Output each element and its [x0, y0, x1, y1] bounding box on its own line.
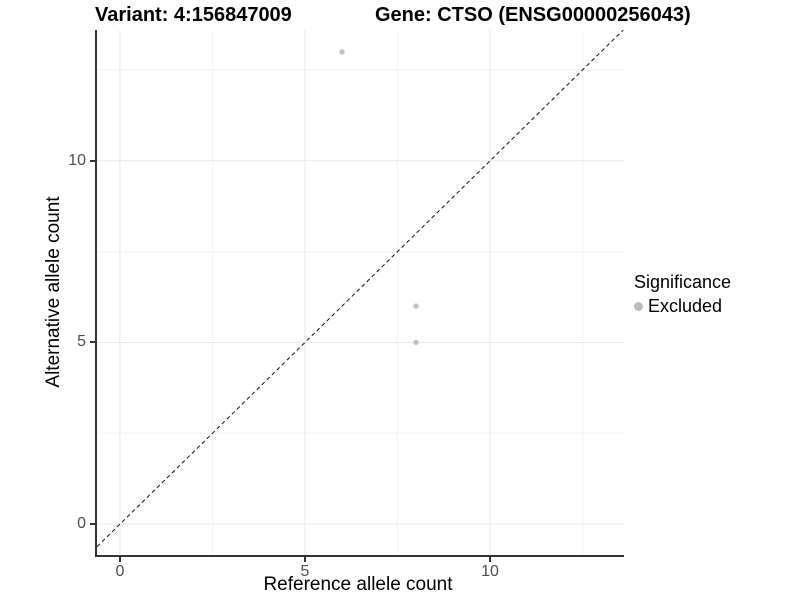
legend-title: Significance [634, 272, 732, 292]
plot-canvas [97, 30, 624, 555]
data-point [339, 49, 345, 55]
identity-dashed-line [97, 30, 624, 548]
y-tick-label: 0 [77, 515, 86, 533]
gene-title: Gene: CTSO (ENSG00000256043) [375, 4, 691, 26]
x-tick-mark [303, 557, 306, 562]
x-axis-title: Reference allele count [263, 574, 453, 595]
plot-panel [95, 30, 624, 557]
x-tick-mark [489, 557, 492, 562]
legend-item-excluded: Excluded [634, 296, 731, 317]
y-tick-mark [90, 523, 95, 526]
x-tick-label: 10 [481, 563, 499, 580]
y-tick-label: 5 [77, 333, 86, 351]
data-point [413, 339, 419, 346]
data-point [413, 303, 419, 309]
excluded-point-icon [634, 302, 643, 311]
x-tick-label: 0 [115, 563, 125, 580]
y-tick-mark [90, 159, 95, 162]
y-axis-title: Alternative allele count [43, 196, 64, 388]
legend: Significance Excluded [634, 272, 731, 317]
x-tick-mark [118, 557, 121, 562]
x-tick-label: 5 [300, 563, 310, 580]
y-tick-label: 10 [68, 151, 86, 169]
variant-title: Variant: 4:156847009 [95, 4, 292, 26]
legend-item-label: Excluded [648, 296, 723, 316]
y-tick-mark [90, 341, 95, 344]
